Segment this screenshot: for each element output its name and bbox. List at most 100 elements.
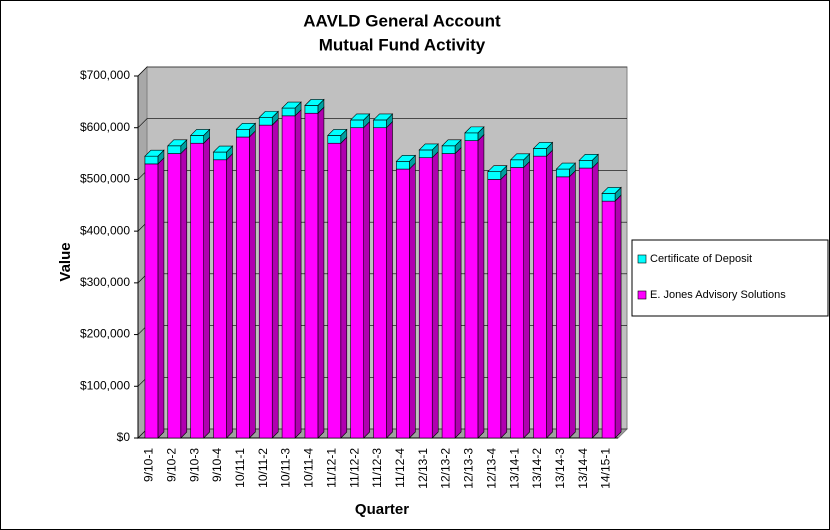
bar [213,159,227,439]
bar-side [249,130,256,439]
y-tick-label: $0 [117,430,131,444]
x-tick-label: 9/10-3 [187,448,201,482]
bar-side [386,120,393,439]
bar [350,119,364,129]
bar [487,179,502,439]
bar [487,171,502,180]
bar [350,127,364,439]
bar [556,168,570,178]
bar [258,124,273,439]
bar-top [281,101,302,109]
bar-top [601,187,622,194]
x-tick-label: 9/10-4 [210,448,224,482]
x-tick-label: 11/12-4 [393,448,407,488]
bar-top [258,111,279,118]
y-tick-label: $200,000 [80,327,130,341]
x-tick-label: 12/13-2 [439,448,453,489]
bar [396,161,410,170]
bar [190,135,204,144]
bar-top [372,113,394,121]
bar [510,167,524,439]
bar-side [523,160,530,439]
chart-title: Mutual Fund Activity [319,35,486,54]
bar-side [157,157,165,439]
bar-top [532,142,554,149]
x-tick-label: 11/12-1 [324,448,338,488]
bar-side [363,120,370,439]
x-tick-label: 9/10-2 [164,448,178,482]
bar-side [180,146,188,439]
grid-line [137,66,627,77]
bar [533,155,547,439]
bar-side [294,109,302,439]
bar-top [487,165,508,172]
y-tick-label: $700,000 [80,68,130,82]
bar-side [569,170,576,439]
bar [578,159,593,169]
x-tick-label: 13/14-2 [530,448,544,489]
x-tick-label: 10/11-1 [233,448,247,488]
x-tick-label: 12/13-3 [462,448,476,489]
y-axis-title: Value [57,242,74,281]
y-tick-label: $100,000 [80,378,130,392]
x-tick-label: 12/13-4 [484,448,498,489]
x-tick-label: 10/11-4 [302,448,316,488]
bar-top [578,153,599,161]
bar-side [546,149,553,439]
bar [464,132,479,141]
bar-top [464,126,485,134]
bar [190,142,204,439]
bar-side [431,150,439,439]
bar [304,105,319,114]
bar [464,140,479,439]
x-tick-label: 13/14-3 [553,448,567,489]
bar-side [317,106,325,439]
bar-top [418,143,439,151]
bar-top [349,113,371,121]
y-tick-label: $300,000 [80,275,130,289]
bar-side [340,136,348,439]
bar-side [271,118,279,439]
x-tick-label: 10/11-3 [279,448,293,488]
bar [236,128,250,138]
grid-line [137,118,627,128]
bar-top [212,145,234,153]
x-tick-label: 13/14-1 [507,448,521,489]
legend-box [631,239,829,317]
y-tick-label: $400,000 [80,223,130,237]
legend-label: Certificate of Deposit [650,253,752,265]
legend-swatch [637,290,647,300]
bar-top [555,162,577,170]
bar [533,148,547,157]
x-tick-label: 12/13-1 [416,448,430,489]
bar [304,112,319,439]
x-tick-label: 11/12-2 [347,448,361,488]
bar [167,145,182,154]
bar [144,155,159,165]
bar [327,135,342,144]
bar [578,167,593,439]
bar [556,176,570,439]
bar [396,168,410,439]
bar [281,115,296,439]
bar [510,159,524,168]
bar [213,151,227,161]
bar-top [304,99,325,106]
bar-top [167,139,188,147]
bar-side [477,133,485,439]
chart-title: AAVLD General Account [303,11,501,30]
bar [373,127,387,439]
x-tick-label: 13/14-4 [576,448,590,489]
bar [418,149,433,159]
bar [441,145,456,154]
bar-top [441,139,462,147]
bar [601,193,616,202]
bar-top [144,149,165,157]
legend-label: E. Jones Advisory Solutions [650,289,786,301]
bar [418,157,433,439]
bar-top [235,122,257,130]
bar-side [454,146,462,439]
bar-top [395,155,417,162]
x-tick-label: 10/11-2 [256,448,270,488]
